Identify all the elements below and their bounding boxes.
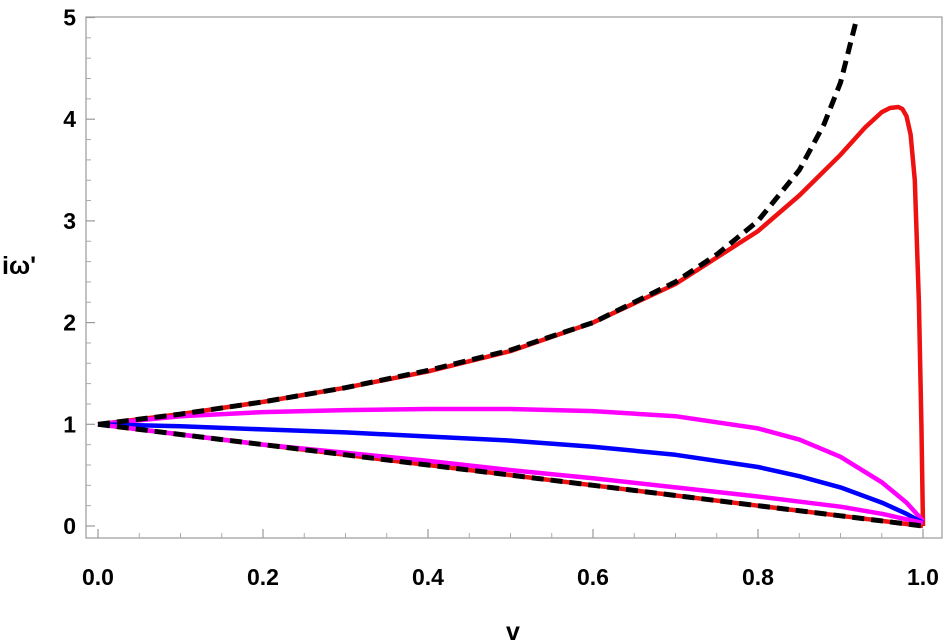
y-tick-label-3: 3 — [63, 208, 76, 234]
x-tick-label-1: 0.2 — [247, 564, 279, 590]
y-tick-label-0: 0 — [63, 513, 76, 539]
y-tick-label-4: 4 — [63, 106, 76, 132]
series-layer — [97, 16, 926, 529]
y-tick-label-1: 1 — [63, 411, 76, 437]
tick-layer: 0.0 0.2 0.4 0.6 0.8 1.0 0 1 2 3 4 5 — [63, 5, 939, 591]
x-tick-label-5: 1.0 — [907, 564, 939, 590]
y-tick-label-2: 2 — [63, 310, 76, 336]
series-line-2 — [97, 406, 925, 523]
x-axis-label: v — [506, 618, 520, 644]
series-line-3 — [97, 422, 925, 525]
series-line-6 — [97, 421, 924, 529]
x-tick-label-2: 0.4 — [412, 564, 444, 590]
plot-frame — [85, 16, 943, 539]
x-tick-label-3: 0.6 — [577, 564, 609, 590]
x-tick-label-4: 0.8 — [742, 564, 774, 590]
series-line-5 — [97, 16, 860, 427]
x-tick-label-0: 0.0 — [82, 564, 114, 590]
y-tick-label-5: 5 — [63, 5, 76, 31]
y-axis-label: iω' — [2, 252, 36, 280]
